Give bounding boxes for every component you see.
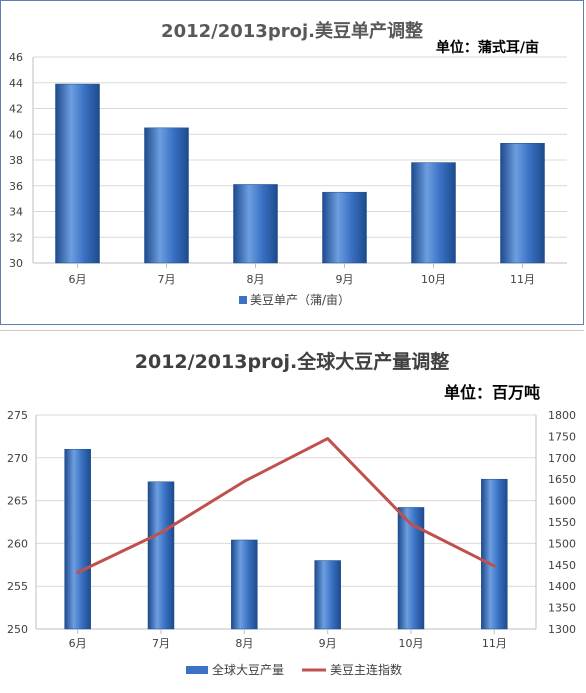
y-right-tick-label: 1450 bbox=[548, 559, 576, 572]
chart-panel-production: 2012/2013proj.全球大豆产量调整 单位：百万吨 275 270 265 2… bbox=[0, 330, 584, 692]
y-left-tick-label: 265 bbox=[7, 495, 28, 508]
y-left-tick-label: 275 bbox=[7, 409, 28, 422]
legend-label: 美豆单产（蒲/亩） bbox=[250, 292, 350, 307]
x-tick-label: 9月 bbox=[319, 637, 337, 650]
x-tick-label: 8月 bbox=[235, 637, 253, 650]
bar bbox=[322, 191, 367, 264]
chart-yield-svg: 46 44 42 40 38 36 34 32 30 6月 7月 8月 9月 10月 11月美豆单产（蒲/亩… bbox=[9, 51, 567, 307]
y-right-tick-label: 1750 bbox=[548, 430, 576, 443]
y-tick-label: 34 bbox=[9, 206, 23, 219]
x-tick-label: 8月 bbox=[247, 273, 265, 286]
bar bbox=[481, 478, 508, 630]
y-tick-label: 40 bbox=[9, 128, 23, 141]
y-right-tick-label: 1350 bbox=[548, 602, 576, 615]
bar bbox=[55, 83, 100, 264]
y-right-tick-label: 1550 bbox=[548, 516, 576, 529]
bar bbox=[144, 127, 189, 264]
y-right-tick-label: 1300 bbox=[548, 623, 576, 636]
y-right-tick-label: 1800 bbox=[548, 409, 576, 422]
y-right-tick-label: 1700 bbox=[548, 452, 576, 465]
bar bbox=[147, 481, 175, 630]
bar bbox=[314, 560, 341, 630]
y-right-tick-label: 1600 bbox=[548, 495, 576, 508]
unit-label: 单位：百万吨 bbox=[443, 383, 540, 402]
chart-production-svg: 275 270 265 260 255 250 1800 1750 1700 1650 1600 15… bbox=[7, 409, 576, 677]
x-tick-label: 6月 bbox=[69, 273, 87, 286]
x-tick-label: 7月 bbox=[158, 273, 176, 286]
x-tick-label: 10月 bbox=[421, 273, 446, 286]
y-left-tick-label: 250 bbox=[7, 623, 28, 636]
y-tick-label: 30 bbox=[9, 257, 23, 270]
y-tick-label: 38 bbox=[9, 154, 23, 167]
y-right-tick-label: 1650 bbox=[548, 473, 576, 486]
bar bbox=[233, 184, 278, 264]
x-tick-label: 7月 bbox=[152, 637, 170, 650]
x-tick-label: 10月 bbox=[399, 637, 424, 650]
y-right-tick-label: 1400 bbox=[548, 580, 576, 593]
x-tick-label: 6月 bbox=[69, 637, 87, 650]
bar bbox=[231, 539, 258, 630]
unit-label: 单位：蒲式耳/亩 bbox=[435, 40, 539, 56]
y-tick-label: 42 bbox=[9, 103, 23, 116]
bar bbox=[500, 143, 545, 264]
y-left-tick-label: 255 bbox=[7, 580, 28, 593]
y-right-tick-label: 1500 bbox=[548, 537, 576, 550]
bar bbox=[64, 448, 91, 630]
x-tick-label: 11月 bbox=[482, 637, 507, 650]
y-left-tick-label: 260 bbox=[7, 537, 28, 550]
y-left-tick-label: 270 bbox=[7, 452, 28, 465]
chart-title: 2012/2013proj.全球大豆产量调整 bbox=[134, 351, 450, 373]
x-tick-label: 9月 bbox=[336, 273, 354, 286]
x-tick-label: 11月 bbox=[510, 273, 535, 286]
legend-label: 美豆主连指数 bbox=[330, 662, 402, 677]
y-tick-label: 32 bbox=[9, 231, 23, 244]
legend-swatch-bar bbox=[186, 666, 208, 674]
y-tick-label: 36 bbox=[9, 180, 23, 193]
bar bbox=[411, 162, 456, 264]
chart-panel-yield: 2012/2013proj.美豆单产调整 单位：蒲式耳/亩 46 44 42 40 38… bbox=[0, 0, 584, 325]
y-tick-label: 44 bbox=[9, 77, 23, 90]
series-line bbox=[76, 437, 496, 575]
chart-title: 2012/2013proj.美豆单产调整 bbox=[161, 21, 423, 42]
legend-label: 全球大豆产量 bbox=[212, 662, 284, 677]
y-tick-label: 46 bbox=[9, 51, 23, 64]
legend-swatch bbox=[239, 296, 247, 304]
